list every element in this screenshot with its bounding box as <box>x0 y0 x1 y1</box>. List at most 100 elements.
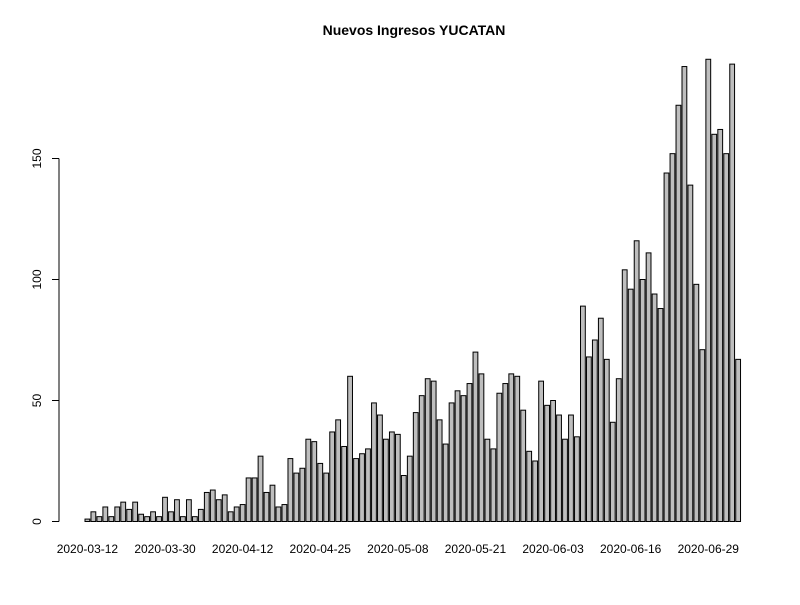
bar <box>162 496 168 522</box>
bar <box>615 378 622 522</box>
bar <box>335 419 342 522</box>
bar <box>227 511 234 523</box>
bar <box>430 380 437 523</box>
bar <box>126 508 133 522</box>
bar <box>687 184 694 522</box>
bar <box>556 414 562 522</box>
bar <box>114 506 121 523</box>
bar <box>388 431 395 522</box>
bar <box>245 477 252 523</box>
bar <box>466 383 473 522</box>
bar <box>347 375 353 522</box>
bar <box>132 501 139 523</box>
bar <box>418 395 425 522</box>
bar <box>323 472 330 523</box>
bar <box>197 508 204 522</box>
bar <box>329 431 336 522</box>
bar <box>377 414 383 522</box>
bars <box>84 58 742 523</box>
bar <box>108 516 115 522</box>
x-tick-label: 2020-04-12 <box>212 542 274 556</box>
x-tick-label: 2020-04-25 <box>290 542 352 556</box>
chart-title: Nuevos Ingresos YUCATAN <box>323 22 506 38</box>
x-tick-label: 2020-05-08 <box>367 542 429 556</box>
bar <box>263 491 270 522</box>
x-tick-label: 2020-05-21 <box>445 542 507 556</box>
bar <box>496 392 503 522</box>
bar <box>209 489 216 523</box>
bar <box>621 269 628 522</box>
x-axis: 2020-03-12 2020-03-30 2020-04-12 2020-04-25… <box>57 542 740 556</box>
bar <box>520 409 527 522</box>
bar <box>174 499 180 523</box>
bar <box>639 279 646 522</box>
y-axis: 0 50 100 150 <box>30 148 60 525</box>
bar <box>424 378 431 522</box>
bar <box>538 380 545 523</box>
bar <box>365 448 371 522</box>
bar <box>568 414 574 522</box>
bar <box>311 441 318 523</box>
bar <box>484 438 491 522</box>
bar <box>191 516 198 522</box>
x-tick-label: 2020-06-16 <box>600 542 662 556</box>
bar <box>591 339 598 522</box>
y-tick-label: 0 <box>30 518 44 525</box>
bar <box>233 506 240 523</box>
bar <box>371 402 377 523</box>
bar <box>305 438 312 522</box>
bar <box>203 491 210 522</box>
bar <box>472 351 479 522</box>
bar <box>448 402 455 523</box>
x-tick-label: 2020-06-03 <box>522 542 584 556</box>
bar <box>705 58 712 522</box>
x-tick-label: 2020-06-29 <box>678 542 740 556</box>
bar <box>383 438 389 522</box>
bar <box>102 506 109 523</box>
bar <box>502 383 509 522</box>
bar <box>287 458 294 522</box>
bar <box>221 494 228 523</box>
bar <box>574 436 580 522</box>
bar <box>120 501 127 523</box>
bar <box>269 484 276 523</box>
bar <box>645 252 652 522</box>
bar <box>633 240 640 522</box>
bar <box>299 467 306 523</box>
bar <box>544 404 550 522</box>
bar <box>550 400 556 522</box>
y-tick-label: 150 <box>30 148 44 168</box>
bar <box>460 395 467 522</box>
bar <box>603 358 610 522</box>
bar <box>681 66 688 522</box>
bar <box>239 504 246 522</box>
bar <box>508 373 515 522</box>
bar <box>185 499 192 523</box>
bar <box>406 455 413 522</box>
bar <box>699 349 706 522</box>
bar <box>663 172 670 523</box>
y-tick-label: 100 <box>30 269 44 289</box>
bar <box>281 504 288 522</box>
bar <box>609 421 616 522</box>
bar <box>215 499 222 523</box>
x-tick-label: 2020-03-30 <box>134 542 196 556</box>
bar <box>657 308 664 523</box>
bar <box>412 412 419 523</box>
bar <box>597 317 604 522</box>
bar <box>275 506 282 523</box>
bar <box>514 375 521 522</box>
bar <box>180 516 186 522</box>
bar <box>359 453 365 522</box>
bar <box>526 450 533 523</box>
bar <box>442 443 449 522</box>
bar <box>353 458 359 522</box>
bar <box>723 153 730 522</box>
bar <box>627 288 634 522</box>
bar <box>717 128 724 523</box>
bar <box>580 305 586 522</box>
x-tick-label: 2020-03-12 <box>57 542 119 556</box>
bar <box>144 516 150 522</box>
bar <box>729 63 736 523</box>
